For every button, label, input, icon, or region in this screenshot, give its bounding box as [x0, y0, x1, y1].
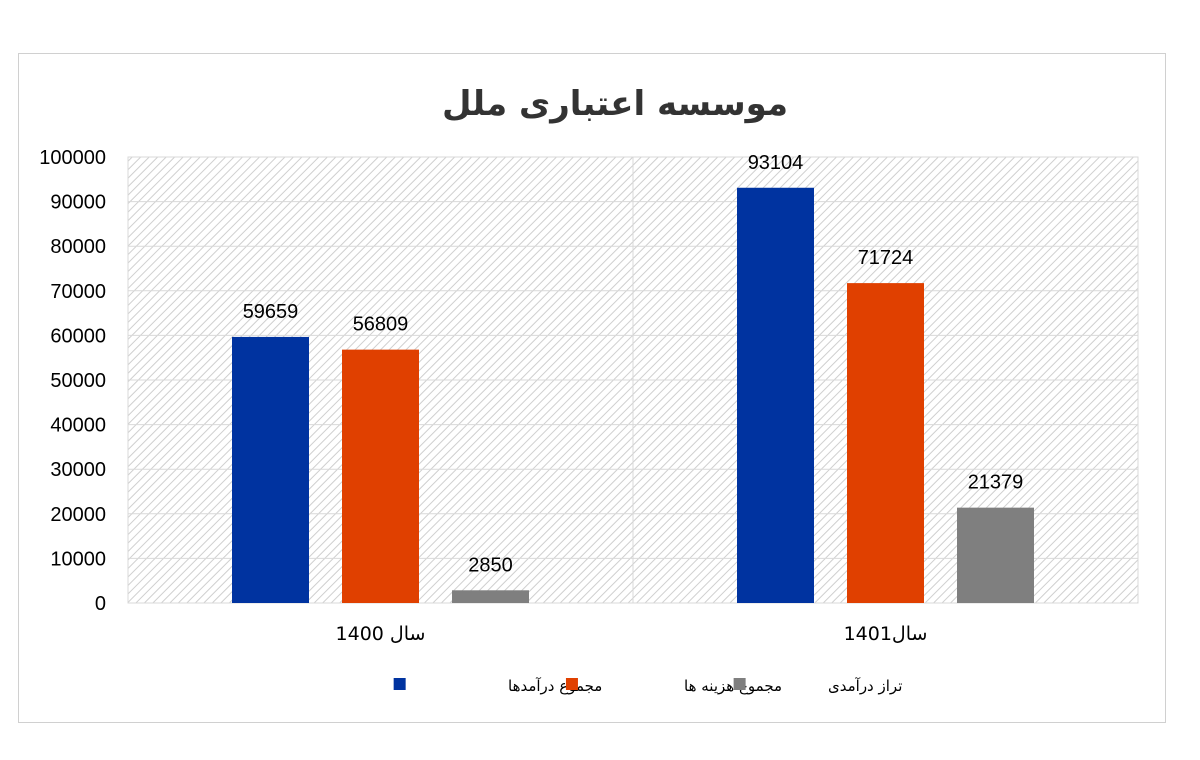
y-tick-label: 70000 — [50, 281, 106, 303]
y-tick-label: 80000 — [50, 236, 106, 258]
bar-1-1 — [232, 336, 309, 603]
bar-2-1 — [342, 349, 419, 603]
legend-label: مجموع هزینه ها — [684, 677, 782, 695]
y-tick-label: 60000 — [50, 325, 106, 347]
legend-swatch — [393, 678, 406, 690]
y-tick-label: 10000 — [50, 548, 106, 570]
data-label: 2850 — [468, 554, 513, 576]
bar-3-2 — [957, 507, 1034, 603]
data-label: 21379 — [968, 472, 1024, 494]
chart-title: موسسه اعتباری ملل — [442, 84, 788, 124]
bar-2-2 — [847, 283, 924, 603]
legend-swatch — [733, 678, 746, 690]
y-tick-label: 100000 — [39, 147, 106, 169]
y-tick-label: 0 — [95, 593, 106, 615]
bar-3-1 — [452, 590, 529, 603]
y-tick-label: 40000 — [50, 415, 106, 437]
data-label: 59659 — [243, 301, 299, 323]
legend-label: تراز درآمدی — [828, 677, 902, 695]
y-tick-label: 30000 — [50, 459, 106, 481]
legend-label: مجموع درآمدها — [508, 677, 602, 695]
legend-item: تراز درآمدی — [733, 677, 902, 695]
legend-swatch — [565, 678, 578, 690]
data-label: 56809 — [353, 314, 409, 336]
x-category-label: سال 1400 — [336, 623, 426, 645]
legend-item: مجموع درآمدها — [393, 677, 602, 695]
x-category-label: سال1401 — [844, 623, 928, 645]
legend-item: مجموع هزینه ها — [565, 677, 782, 695]
y-tick-label: 50000 — [50, 370, 106, 392]
data-label: 93104 — [748, 152, 804, 174]
y-tick-label: 20000 — [50, 504, 106, 526]
data-label: 71724 — [858, 247, 914, 269]
bar-1-2 — [737, 187, 814, 603]
y-tick-label: 90000 — [50, 192, 106, 214]
